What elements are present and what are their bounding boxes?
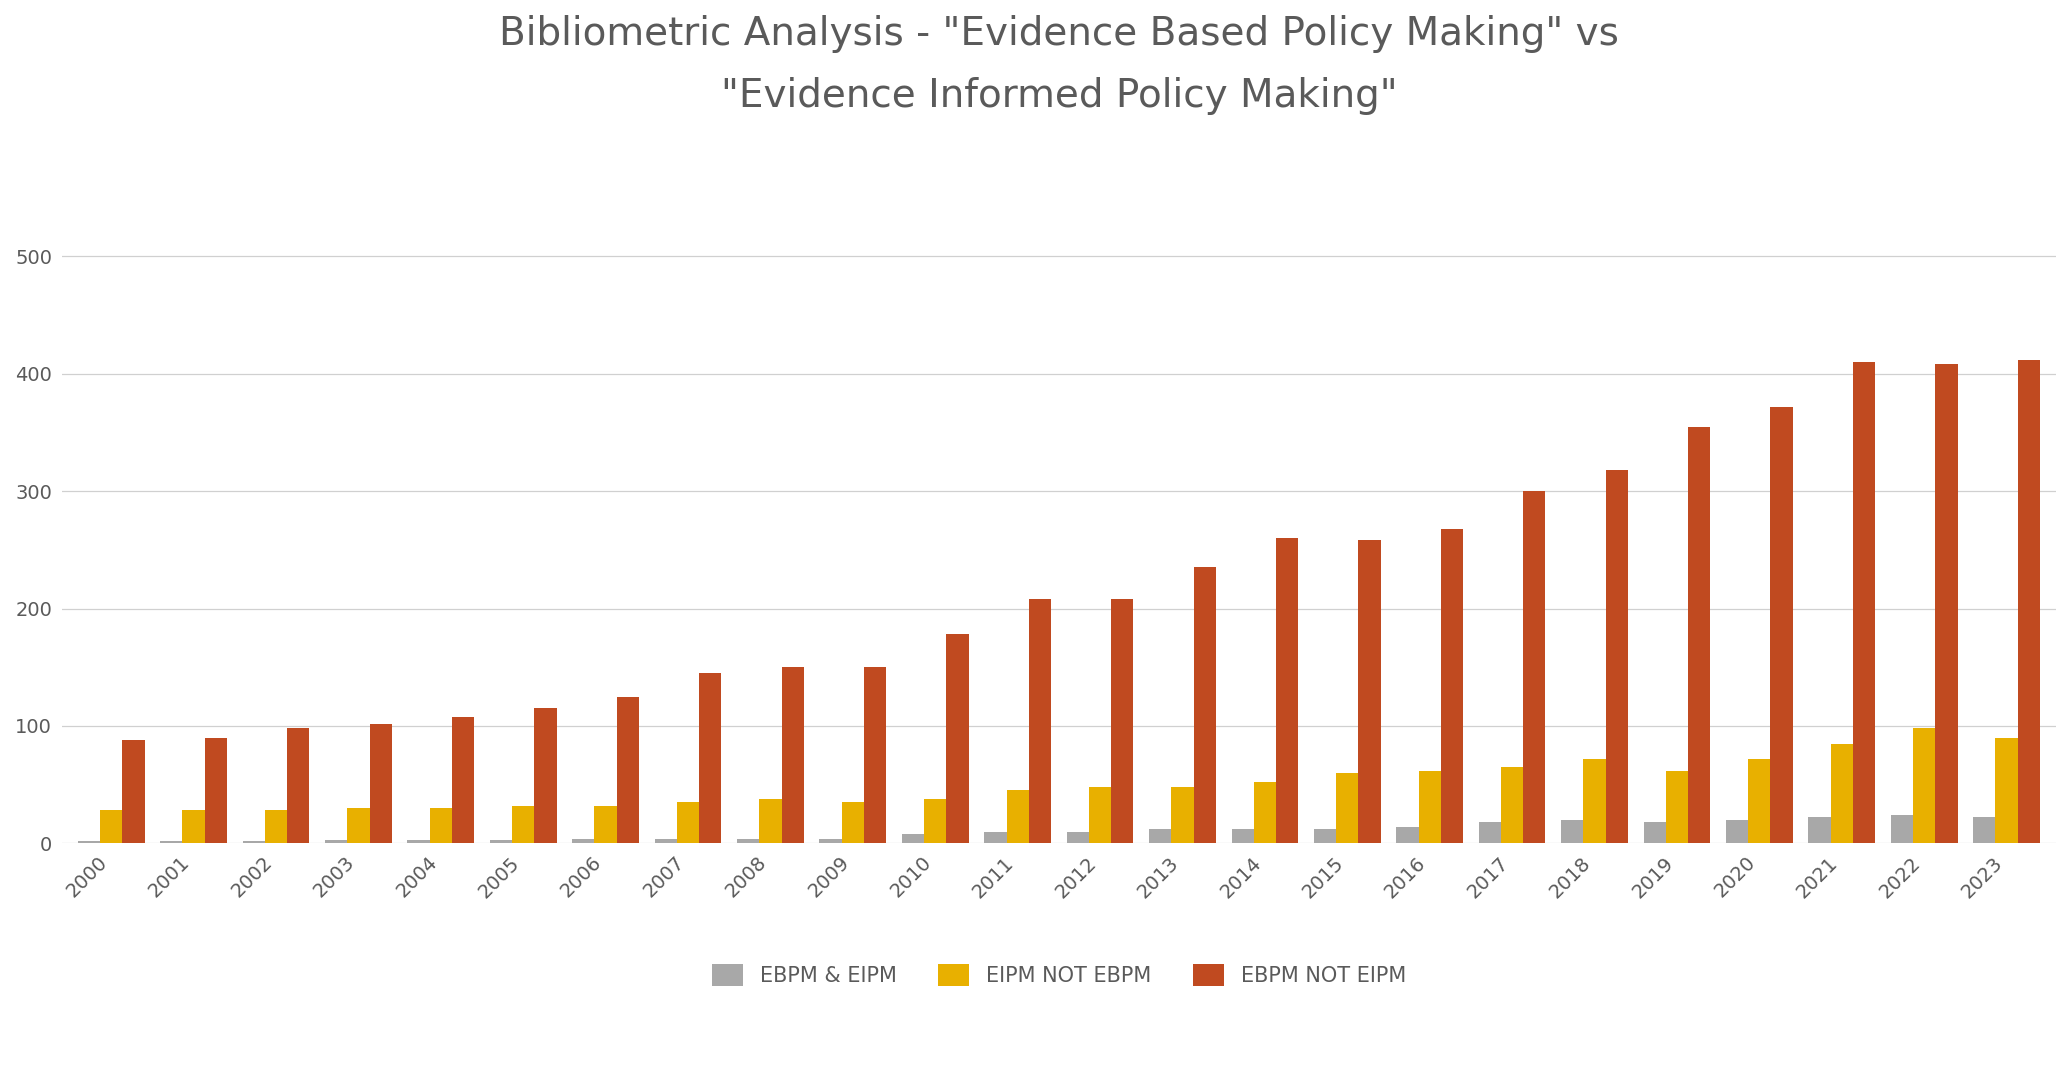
Bar <box>348 808 369 844</box>
Bar <box>1276 538 1299 844</box>
Bar <box>1336 773 1359 844</box>
Bar <box>737 838 760 844</box>
Bar <box>1232 829 1253 844</box>
Bar <box>1584 759 1605 844</box>
Bar <box>677 802 700 844</box>
Bar <box>1359 540 1381 844</box>
Bar <box>1067 832 1089 844</box>
Bar <box>1771 407 1793 844</box>
Bar <box>572 838 594 844</box>
Bar <box>654 838 677 844</box>
Bar <box>1688 426 1711 844</box>
Title: Bibliometric Analysis - "Evidence Based Policy Making" vs
"Evidence Informed Pol: Bibliometric Analysis - "Evidence Based … <box>499 15 1620 115</box>
Bar <box>1891 815 1914 844</box>
Bar <box>1831 744 1854 844</box>
Bar <box>617 697 640 844</box>
Bar <box>265 811 288 844</box>
Bar <box>760 799 781 844</box>
Bar <box>924 799 946 844</box>
Bar <box>841 802 864 844</box>
Bar <box>99 811 122 844</box>
Bar <box>2017 360 2040 844</box>
Bar <box>901 834 924 844</box>
Bar <box>491 840 512 844</box>
Bar <box>1172 787 1193 844</box>
Bar <box>946 635 969 844</box>
Bar <box>1605 470 1628 844</box>
Bar <box>1007 790 1029 844</box>
Bar <box>1725 820 1748 844</box>
Bar <box>594 805 617 844</box>
Bar <box>1665 771 1688 844</box>
Bar <box>182 811 205 844</box>
Bar <box>864 667 886 844</box>
Bar <box>1419 771 1441 844</box>
Bar <box>369 724 391 844</box>
Bar <box>1501 767 1524 844</box>
Bar <box>1934 364 1957 844</box>
Bar <box>1089 787 1112 844</box>
Bar <box>1479 822 1501 844</box>
Bar <box>1808 817 1831 844</box>
Bar <box>1253 783 1276 844</box>
Bar <box>1396 827 1419 844</box>
Bar <box>1441 528 1462 844</box>
Bar <box>1914 728 1934 844</box>
Bar <box>1193 567 1216 844</box>
Bar <box>122 740 145 844</box>
Bar <box>984 832 1007 844</box>
Bar <box>1149 829 1172 844</box>
Bar <box>1974 817 1996 844</box>
Bar <box>1029 599 1050 844</box>
Bar <box>429 808 451 844</box>
Bar <box>1524 491 1545 844</box>
Bar <box>79 841 99 844</box>
Bar <box>205 738 228 844</box>
Bar <box>159 841 182 844</box>
Bar <box>1644 822 1665 844</box>
Bar <box>288 728 309 844</box>
Bar <box>451 716 474 844</box>
Bar <box>325 840 348 844</box>
Bar <box>1996 738 2017 844</box>
Bar <box>1748 759 1771 844</box>
Bar <box>1854 362 1874 844</box>
Bar <box>700 673 721 844</box>
Bar <box>512 805 534 844</box>
Legend: EBPM & EIPM, EIPM NOT EBPM, EBPM NOT EIPM: EBPM & EIPM, EIPM NOT EBPM, EBPM NOT EIP… <box>704 955 1414 995</box>
Bar <box>1313 829 1336 844</box>
Bar <box>534 709 557 844</box>
Bar <box>820 838 841 844</box>
Bar <box>781 667 804 844</box>
Bar <box>1562 820 1584 844</box>
Bar <box>408 840 429 844</box>
Bar <box>1112 599 1133 844</box>
Bar <box>242 841 265 844</box>
